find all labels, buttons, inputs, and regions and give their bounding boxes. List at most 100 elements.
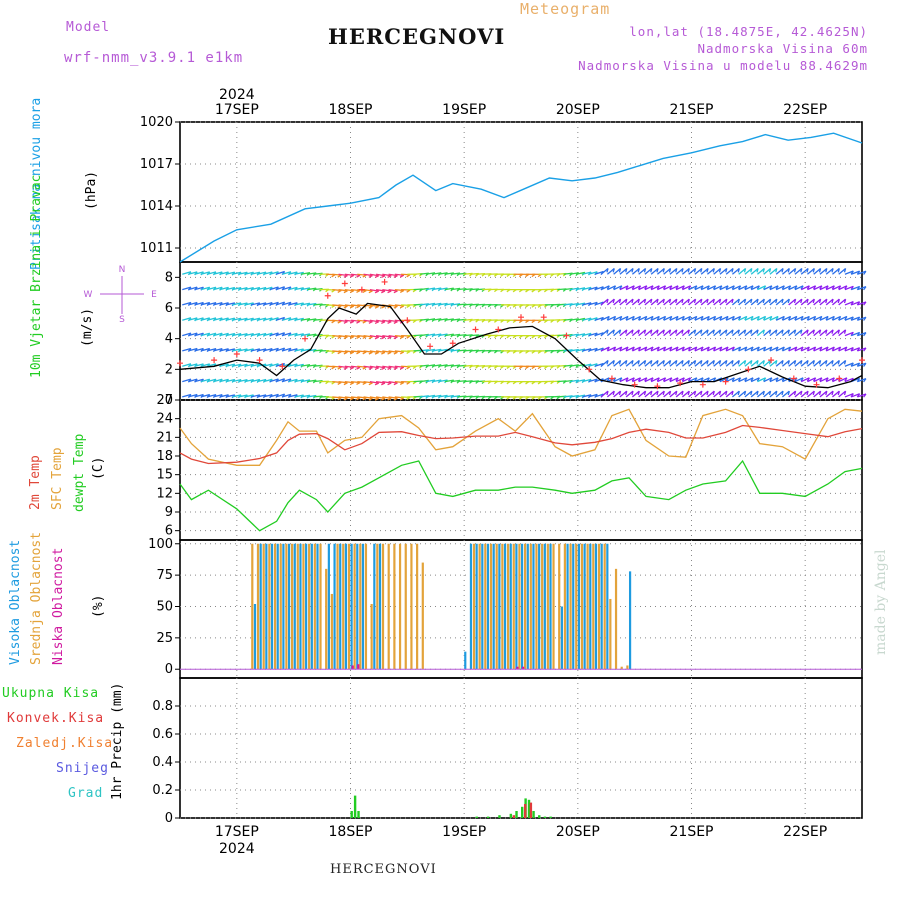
wind-barb <box>344 304 354 307</box>
wind-barb <box>838 359 847 367</box>
wind-barb <box>669 359 678 367</box>
wind-barb-head <box>662 329 665 334</box>
wind-barb <box>663 346 673 352</box>
wind-barb-head <box>744 316 748 321</box>
wind-barb <box>644 329 653 337</box>
wind-barb-head <box>844 346 848 351</box>
wind-barb <box>388 288 398 292</box>
wind-barb-head <box>406 396 411 401</box>
gust-marker <box>859 357 865 364</box>
wind-barb-head <box>812 390 815 396</box>
wind-barb-head <box>719 316 723 321</box>
wind-barb-head <box>406 335 411 339</box>
wind-barb <box>444 287 454 291</box>
wind-barb <box>807 298 815 306</box>
wind-barb <box>663 285 673 291</box>
wind-barb <box>775 359 784 367</box>
high_cloud-bar <box>543 543 546 670</box>
wind-barb <box>213 378 223 383</box>
wind-barb-head <box>362 397 367 401</box>
high_cloud-bar <box>606 543 609 670</box>
wind-barb-head <box>637 329 640 334</box>
wind-barb <box>744 285 754 291</box>
mid_cloud-bar <box>421 562 424 670</box>
wind-barb-head <box>750 390 753 396</box>
wind-barb <box>850 316 860 321</box>
mid_cloud-bar <box>626 665 629 670</box>
wind-barb-head <box>681 346 685 351</box>
wind-barb-head <box>812 329 815 334</box>
wind-barb <box>719 377 729 383</box>
wind-barb <box>757 346 766 352</box>
wind-barb-head <box>399 397 405 401</box>
wind-barb <box>563 364 573 367</box>
mid_cloud-bar <box>416 543 419 670</box>
wind-barb <box>606 359 615 367</box>
wind-barb <box>275 301 285 306</box>
wind-barb-head <box>831 346 835 351</box>
wind-barb-head <box>787 285 792 290</box>
wind-barb <box>313 287 323 291</box>
high_cloud-bar <box>521 543 524 670</box>
wind-barb <box>644 267 653 275</box>
wind-barb <box>757 329 765 337</box>
wind-barb-head <box>643 390 647 396</box>
wind-barb <box>825 267 834 275</box>
wind-barb <box>638 267 646 275</box>
wind-barb <box>182 317 192 321</box>
wind-barb <box>563 395 573 398</box>
wind-barb <box>269 393 279 398</box>
wind-barb <box>225 332 235 337</box>
wind-barb-head <box>381 397 386 401</box>
wind-barb-head <box>606 329 609 334</box>
wind-barb-head <box>368 397 373 401</box>
wind-barb <box>725 346 735 352</box>
wind-barb <box>275 316 285 321</box>
wind-barb-head <box>669 316 673 321</box>
wind-barb-head <box>819 316 823 321</box>
wind-barb-head <box>687 360 690 365</box>
wind-barb <box>419 272 429 275</box>
wind-barb-head <box>843 360 847 365</box>
y-tick-label: 9 <box>165 505 173 520</box>
wind-barb <box>663 298 671 306</box>
wind-barb <box>688 377 698 383</box>
wind-barb-head <box>806 285 810 290</box>
y-tick-label: 21 <box>156 430 173 445</box>
gust-marker <box>427 343 434 350</box>
wind-barb-head <box>843 390 847 396</box>
high_cloud-bar <box>464 651 467 670</box>
wind-barb <box>444 318 454 321</box>
wind-barb-head <box>387 290 392 294</box>
wind-barb <box>707 285 716 291</box>
y-tick-label: 50 <box>156 599 173 614</box>
wind-barb-head <box>819 346 823 351</box>
wind-barb-head <box>712 298 715 304</box>
wind-barb <box>388 319 398 323</box>
wind-barb-head <box>762 316 767 321</box>
wind-barb <box>694 285 704 291</box>
y-tick-label: 15 <box>156 468 173 483</box>
wind-barb-head <box>819 377 823 382</box>
wind-barb-head <box>606 268 609 273</box>
wind-barb <box>838 285 848 291</box>
wind-barb <box>644 359 653 367</box>
wind-barb-head <box>750 329 753 334</box>
wind-barb <box>369 304 379 308</box>
wind-barb <box>344 319 354 323</box>
wind-barb <box>631 359 640 367</box>
wind-barb <box>650 315 660 321</box>
wind-barb <box>269 317 279 321</box>
wind-barb <box>657 377 666 383</box>
wind-barb-head <box>737 268 740 273</box>
wind-barb <box>782 285 791 291</box>
wind-barb <box>382 319 392 323</box>
wind-barb-head <box>374 290 379 294</box>
wind-barb <box>563 272 573 275</box>
wind-barb-head <box>818 298 822 304</box>
wind-barb-head <box>744 285 748 290</box>
wind-barb <box>850 393 860 398</box>
wind-barb-head <box>618 268 622 273</box>
wind-barb <box>269 271 279 275</box>
wind-barb <box>300 302 311 306</box>
